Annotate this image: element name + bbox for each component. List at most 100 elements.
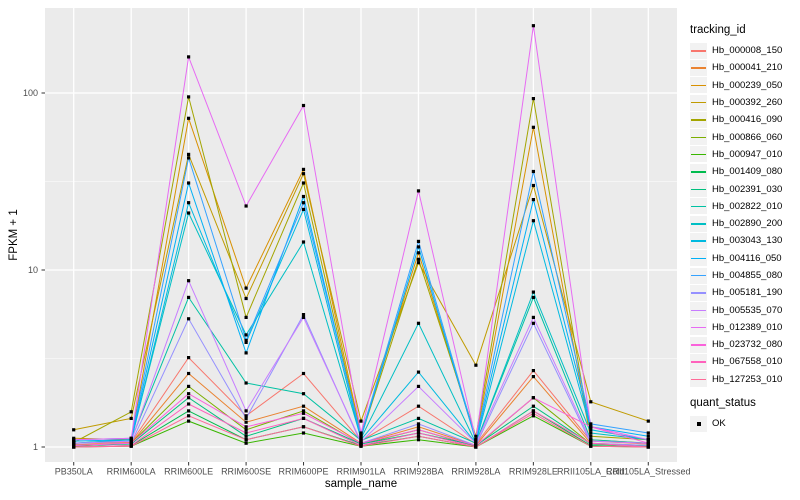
line-swatch-icon (691, 119, 706, 121)
data-point (531, 396, 535, 400)
x-tick-label: RRIM928BA (393, 467, 443, 477)
legend-key-swatch (690, 232, 707, 249)
data-point (531, 295, 535, 299)
data-point (72, 441, 76, 445)
data-point (416, 261, 421, 265)
legend-key-swatch (690, 94, 707, 111)
legend-entry-label: Hb_000041_210 (712, 62, 783, 74)
data-point (244, 296, 248, 301)
legend-entry-label: Hb_127253_010 (712, 373, 783, 385)
data-point (244, 333, 248, 337)
y-axis-title: FPKM + 1 (8, 209, 20, 261)
legend-entry-label: Hb_000416_090 (712, 114, 783, 126)
data-point (359, 434, 363, 438)
data-point (129, 436, 133, 440)
line-swatch-icon (691, 50, 706, 52)
line-swatch-icon (691, 171, 706, 173)
data-point (416, 370, 421, 374)
data-point (187, 211, 191, 215)
data-point (187, 181, 191, 185)
data-point (646, 441, 650, 445)
line-swatch-icon (691, 292, 706, 294)
legend-entry: Hb_002890_200 (690, 215, 798, 232)
data-point (244, 441, 248, 445)
legend-key-swatch (690, 163, 707, 180)
x-tick-label: RRIM928LA (451, 467, 500, 477)
data-point (416, 251, 421, 255)
data-point (416, 425, 421, 429)
data-point (646, 419, 650, 423)
data-point (187, 201, 191, 205)
data-point (416, 438, 421, 442)
legend-entry: Hb_003043_130 (690, 232, 798, 249)
data-point (474, 363, 478, 367)
legend-key-swatch (690, 267, 707, 284)
data-point (531, 290, 535, 294)
data-point (129, 444, 133, 448)
legend-key-swatch (690, 129, 707, 146)
data-point (301, 425, 306, 429)
data-point (416, 422, 421, 426)
y-tick-label: 100 (23, 88, 38, 98)
data-point (301, 371, 306, 376)
legend-entry-quant-ok: OK (690, 415, 798, 432)
data-point (129, 441, 133, 445)
line-swatch-icon (691, 326, 706, 329)
legend-entry-label: Hb_000008_150 (712, 45, 783, 57)
legend-entry: Hb_005181_190 (690, 284, 798, 301)
legend-entry-label: Hb_002890_200 (712, 218, 783, 230)
legend-entry: Hb_000041_210 (690, 59, 798, 76)
data-point (359, 431, 363, 435)
data-point (416, 404, 421, 408)
data-point (359, 438, 363, 442)
x-tick-label: RRII105LA_Cold (557, 467, 625, 477)
data-point (187, 402, 191, 406)
data-point (129, 416, 133, 420)
data-point (244, 381, 248, 385)
legend-entry: Hb_002822_010 (690, 198, 798, 215)
legend-entry: Hb_000239_050 (690, 77, 798, 94)
data-point (187, 409, 191, 413)
data-point (646, 438, 650, 442)
line-swatch-icon (691, 240, 706, 242)
legend-entry-label: Hb_005181_190 (712, 287, 783, 299)
legend-entry-label: Hb_023732_080 (712, 339, 783, 351)
line-swatch-icon (691, 102, 706, 104)
data-point (301, 207, 306, 211)
data-point (129, 410, 133, 414)
data-point (244, 286, 248, 290)
data-point (301, 172, 306, 176)
data-point (244, 315, 248, 319)
data-point (646, 445, 650, 449)
legend-entry: Hb_000416_090 (690, 111, 798, 128)
legend-key-swatch (690, 302, 707, 319)
line-swatch-icon (691, 205, 706, 208)
data-point (244, 438, 248, 442)
data-point (589, 400, 593, 404)
data-point (187, 356, 191, 360)
data-point (187, 116, 191, 120)
legend-key-swatch (690, 42, 707, 59)
legend-entry: Hb_067558_010 (690, 353, 798, 370)
data-point (187, 279, 191, 283)
x-tick-label: RRIM600LA (107, 467, 156, 477)
data-point (416, 384, 421, 388)
data-point (531, 404, 535, 408)
data-point (589, 425, 593, 429)
legend-entry-label: Hb_000866_060 (712, 131, 783, 143)
legend-entry: Hb_002391_030 (690, 180, 798, 198)
x-axis-title: sample_name (324, 478, 398, 490)
data-point (301, 167, 306, 171)
legend-entry-label: Hb_012389_010 (712, 321, 783, 333)
data-point (187, 317, 191, 321)
legend-key-swatch (690, 353, 707, 370)
line-swatch-icon (691, 257, 706, 260)
data-point (531, 125, 535, 129)
data-point (531, 169, 535, 174)
x-tick-label: RRIM928LE (509, 467, 558, 477)
legend-key-swatch (690, 284, 707, 301)
line-swatch-icon (691, 309, 706, 311)
legend-entry: Hb_004116_050 (690, 250, 798, 267)
line-swatch-icon (691, 136, 706, 139)
